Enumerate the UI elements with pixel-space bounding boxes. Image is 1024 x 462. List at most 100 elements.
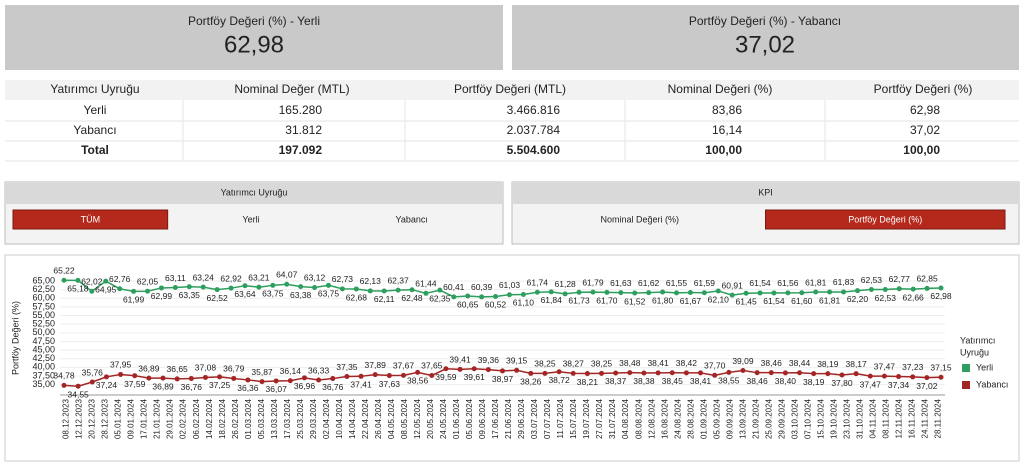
data-label: 62,11: [374, 294, 395, 304]
y-tick-label: 65,00: [32, 275, 55, 285]
data-point: [771, 290, 777, 296]
filter-option[interactable]: Portföy Değeri (%): [848, 214, 922, 224]
data-point: [646, 290, 652, 296]
data-point: [479, 294, 485, 300]
data-label: 62,53: [875, 293, 897, 303]
data-point: [118, 371, 124, 377]
data-point: [799, 290, 805, 296]
x-tick-label: 01.06.2024: [452, 398, 461, 439]
data-point: [358, 373, 364, 379]
data-point: [200, 284, 206, 290]
table-cell: 83,86: [712, 103, 742, 117]
data-point: [599, 370, 605, 376]
x-tick-label: 28.11.2024: [934, 398, 943, 438]
data-label: 61,54: [749, 278, 771, 288]
data-point: [754, 370, 760, 376]
data-label: 61,67: [680, 296, 702, 306]
filter-option-selected[interactable]: [765, 209, 1006, 230]
data-label: 34,55: [68, 389, 90, 399]
data-point: [259, 379, 265, 385]
data-point: [231, 375, 237, 381]
x-tick-label: 08.11.2024: [882, 398, 891, 438]
x-tick-label: 24.05.2024: [439, 398, 448, 439]
y-tick-label: 35,00: [32, 379, 55, 389]
filter-header: [512, 182, 1019, 204]
data-point: [372, 372, 378, 378]
data-label: 62,48: [401, 293, 423, 303]
data-point: [61, 277, 67, 283]
y-axis-label: Portföy Değeri (%): [10, 301, 20, 375]
x-tick-label: 29.01.2024: [166, 398, 175, 439]
filter-option[interactable]: Yerli: [242, 214, 259, 224]
data-label: 38,72: [548, 375, 570, 385]
data-label: 38,46: [746, 376, 768, 386]
data-label: 36,07: [266, 384, 288, 394]
data-point: [339, 286, 345, 292]
data-point: [214, 287, 220, 293]
data-point: [415, 369, 421, 375]
data-label: 61,55: [666, 278, 688, 288]
legend-title: Yatırımcı: [960, 335, 995, 345]
table-cell: 37,02: [910, 123, 940, 137]
x-tick-label: 31.10.2024: [856, 398, 865, 439]
data-label: 39,36: [478, 355, 500, 365]
x-tick-label: 21.01.2024: [153, 398, 162, 439]
data-label: 61,83: [833, 277, 855, 287]
table-header-cell: Yatırımcı Uyruğu: [50, 82, 139, 96]
data-point: [245, 377, 251, 383]
x-tick-label: 28.12.2023: [101, 398, 110, 439]
filter-option[interactable]: TÜM: [81, 214, 101, 224]
data-point: [938, 285, 944, 291]
filter-option[interactable]: Nominal Değeri (%): [600, 214, 679, 224]
x-tick-label: 05.09.2024: [712, 398, 721, 439]
data-label: 61,81: [819, 295, 841, 305]
data-label: 62,13: [360, 276, 382, 286]
data-label: 36,33: [308, 365, 330, 375]
kpi-title: Portföy Değeri (%) - Yerli: [188, 14, 320, 28]
x-tick-label: 12.08.2024: [647, 398, 656, 439]
data-point: [75, 277, 81, 283]
data-point: [811, 371, 817, 377]
x-tick-label: 08.12.2023: [62, 398, 71, 439]
data-label: 36,36: [237, 383, 259, 393]
y-tick-label: 62,50: [32, 284, 55, 294]
x-tick-label: 21.09.2024: [751, 398, 760, 439]
data-label: 38,25: [591, 359, 613, 369]
data-point: [910, 374, 916, 380]
y-tick-label: 57,50: [32, 301, 55, 311]
data-label: 61,54: [763, 296, 785, 306]
data-label: 61,03: [499, 280, 521, 290]
data-point: [570, 370, 576, 376]
legend-label: Yerli: [976, 362, 993, 372]
data-label: 37,67: [393, 361, 415, 371]
data-point: [172, 285, 178, 291]
x-tick-label: 02.04.2024: [322, 398, 331, 439]
x-tick-label: 04.11.2024: [869, 398, 878, 438]
data-point: [270, 282, 276, 288]
x-tick-label: 02.02.2024: [179, 398, 188, 439]
data-point: [853, 371, 859, 377]
data-label: 62,05: [137, 276, 159, 286]
x-tick-label: 12.12.2023: [75, 398, 84, 439]
data-label: 63,12: [304, 273, 326, 283]
data-point: [542, 370, 548, 376]
filter-option-selected[interactable]: [12, 209, 169, 230]
data-point: [287, 378, 293, 384]
data-label: 64,95: [95, 284, 117, 294]
data-point: [298, 284, 304, 290]
data-point: [514, 367, 520, 373]
filter-option[interactable]: Yabancı: [395, 214, 427, 224]
data-point: [202, 374, 208, 380]
data-label: 36,79: [223, 364, 245, 374]
data-point: [158, 285, 164, 291]
data-point: [485, 367, 491, 373]
data-label: 39,09: [732, 356, 754, 366]
data-label: 63,11: [165, 273, 186, 283]
data-label: 37,59: [124, 379, 146, 389]
data-point: [854, 288, 860, 294]
data-label: 63,75: [262, 289, 284, 299]
data-label: 63,38: [290, 290, 312, 300]
x-tick-label: 01.09.2024: [699, 398, 708, 439]
data-point: [520, 291, 526, 297]
data-label: 61,45: [735, 297, 757, 307]
